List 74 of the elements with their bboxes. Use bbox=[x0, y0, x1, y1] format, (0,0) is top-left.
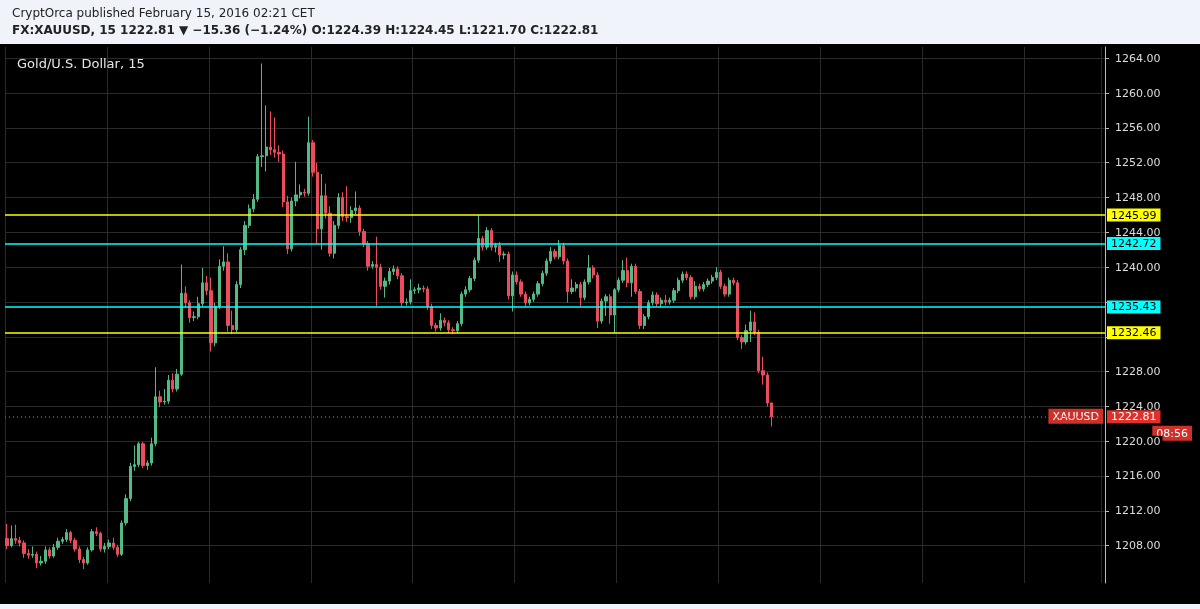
y-tick-label: 1240.00 bbox=[1115, 260, 1161, 274]
candlestick bbox=[553, 248, 557, 260]
candlestick bbox=[371, 260, 374, 270]
y-tick-label: 1208.00 bbox=[1115, 539, 1161, 553]
candlestick bbox=[689, 274, 693, 300]
candlestick bbox=[502, 250, 506, 260]
candlestick bbox=[167, 374, 170, 405]
candlestick bbox=[14, 524, 17, 545]
candlestick bbox=[630, 263, 633, 298]
ref-line-label: 1242.72 bbox=[1111, 236, 1157, 250]
candlestick bbox=[209, 277, 213, 353]
candlestick bbox=[528, 296, 531, 306]
candlestick bbox=[48, 546, 51, 560]
candlestick bbox=[507, 250, 510, 300]
y-tick-label: 1248.00 bbox=[1115, 191, 1161, 205]
annotation: XAUUSD bbox=[1052, 409, 1100, 423]
candlestick bbox=[570, 278, 574, 295]
candlestick bbox=[728, 277, 731, 298]
candlestick bbox=[107, 538, 111, 550]
candlestick bbox=[494, 242, 497, 253]
text: CryptOrca published February 15, 2016 02:21 CET bbox=[12, 5, 316, 22]
candlestick bbox=[137, 441, 140, 468]
ref-line-label: 1232.46 bbox=[1111, 326, 1157, 340]
candlestick bbox=[31, 545, 34, 559]
candlestick bbox=[375, 236, 378, 307]
candlestick bbox=[158, 390, 162, 408]
candlestick bbox=[439, 312, 442, 332]
candlestick bbox=[626, 257, 629, 288]
candlestick bbox=[417, 283, 421, 294]
chart-subtitle: FX:XAUUSD, 15 1222.81 ▼ −15.36 (−1.24%) O:1224.39 H:1224.45 L:1221.70 C:1222.81 bbox=[12, 22, 600, 39]
candlestick bbox=[345, 185, 349, 223]
candlestick bbox=[558, 239, 561, 260]
candlestick bbox=[694, 280, 697, 300]
y-tick-label: 1264.00 bbox=[1115, 51, 1161, 65]
y-tick-label: 1260.00 bbox=[1115, 86, 1161, 100]
candlestick bbox=[753, 311, 756, 336]
candlestick bbox=[5, 523, 9, 550]
candlestick bbox=[307, 116, 310, 197]
candlestick bbox=[269, 110, 272, 156]
candlestick bbox=[511, 270, 514, 313]
y-tick-label: 1256.00 bbox=[1115, 121, 1161, 135]
y-tick-label: 1252.00 bbox=[1115, 156, 1161, 170]
candlestick bbox=[303, 188, 306, 198]
candlestick bbox=[698, 283, 701, 293]
candlestick bbox=[706, 277, 710, 288]
candlestick bbox=[498, 241, 501, 263]
candlestick bbox=[609, 293, 612, 325]
y-tick-label: 1228.00 bbox=[1115, 365, 1161, 379]
candlestick bbox=[579, 281, 582, 307]
candlestick bbox=[141, 441, 145, 469]
y-tick-label: 1212.00 bbox=[1115, 504, 1161, 518]
candlestick bbox=[65, 528, 68, 543]
y-tick-label: 1244.00 bbox=[1115, 225, 1161, 239]
candlestick bbox=[409, 278, 412, 306]
ref-line-label: 1235.43 bbox=[1111, 300, 1157, 314]
text: Gold/U.S. Dollar, 15 bbox=[17, 56, 145, 71]
candlestick bbox=[22, 539, 26, 559]
candlestick bbox=[715, 266, 718, 281]
candlestick bbox=[99, 531, 102, 553]
candlestick bbox=[10, 525, 13, 548]
y-tick-label: 1224.00 bbox=[1115, 399, 1161, 413]
candlestick bbox=[664, 294, 667, 306]
ref-line-label: 1222.81 bbox=[1111, 410, 1157, 424]
candlestick bbox=[490, 227, 493, 252]
candlestick bbox=[320, 173, 323, 251]
candlestick bbox=[35, 551, 38, 569]
candlestick bbox=[660, 297, 663, 308]
candlestick bbox=[655, 291, 659, 307]
y-tick-label: 1216.00 bbox=[1115, 469, 1161, 483]
candlestick bbox=[426, 285, 429, 311]
candlestick bbox=[226, 252, 230, 333]
candlestick bbox=[214, 302, 217, 347]
candlestick bbox=[171, 372, 174, 393]
ref-line-label: 1245.99 bbox=[1111, 208, 1157, 222]
